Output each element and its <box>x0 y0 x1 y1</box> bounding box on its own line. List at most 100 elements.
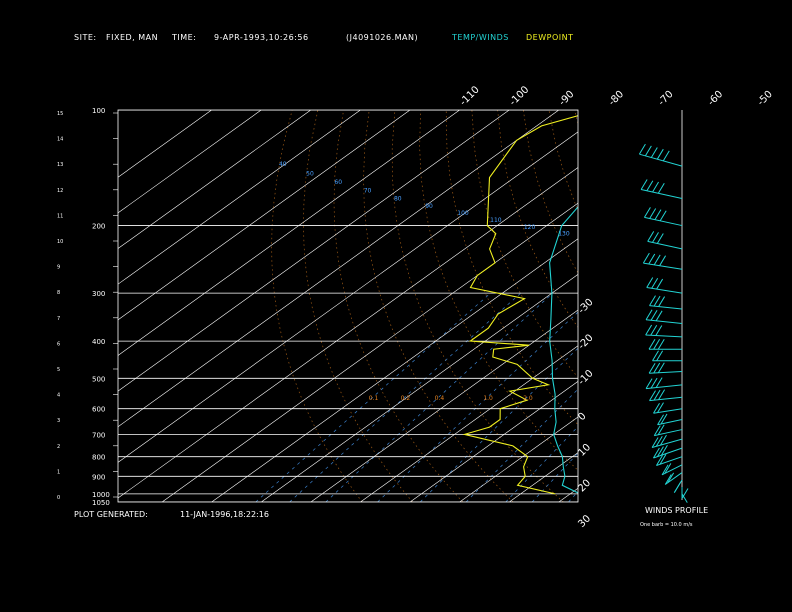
wind-barb-flag <box>647 231 655 242</box>
wind-barb <box>646 319 683 325</box>
wind-barb-flag <box>657 414 664 426</box>
wind-barb-flag <box>650 147 658 158</box>
wind-barb-flag <box>652 350 659 362</box>
wind-barb-flag <box>656 148 664 160</box>
wind-barb-flag <box>643 207 651 218</box>
isotherm-top-label: -110 <box>458 84 482 108</box>
dry-adiabat <box>677 110 792 502</box>
wind-barb-flag <box>657 402 664 413</box>
height-label: 5 <box>57 367 60 373</box>
isotherm <box>409 380 578 502</box>
wind-barb-flag <box>664 474 672 485</box>
wind-barb-flag <box>653 389 661 401</box>
time-label: TIME: <box>172 33 197 42</box>
isotherm-top-label: -50 <box>756 89 775 108</box>
isotherm <box>658 110 792 502</box>
dry-adiabat <box>780 110 792 502</box>
file-id: (J4091026.MAN) <box>346 33 419 42</box>
wind-barb <box>649 371 683 374</box>
dry-adiabat <box>729 110 792 502</box>
dry-adiabat <box>497 110 578 328</box>
height-label: 11 <box>57 213 63 219</box>
height-label: 4 <box>57 393 60 399</box>
dry-adiabat-label: 70 <box>364 187 372 194</box>
wind-barb-flag <box>654 209 662 220</box>
wind-barb-flag <box>645 378 653 389</box>
pressure-label: 1050 <box>92 499 110 507</box>
wind-barb-flag <box>644 145 652 157</box>
dry-adiabat <box>522 110 578 274</box>
height-label: 3 <box>57 418 60 424</box>
isotherm-right-label: 30 <box>576 513 593 530</box>
mixing-ratio-line <box>531 452 578 502</box>
legend-dewpoint: DEWPOINT <box>526 33 574 42</box>
wind-barb-flag <box>653 403 660 414</box>
isotherm <box>118 110 411 321</box>
wind-barb-flag <box>651 278 659 289</box>
plot-area <box>118 110 792 502</box>
wind-barb <box>649 396 683 402</box>
isotherm <box>261 274 578 502</box>
barb-legend: One barb = 10.0 m/s <box>640 522 693 528</box>
wind-barb-flag <box>655 325 663 336</box>
wind-barb <box>646 286 683 294</box>
wind-barb-flag <box>657 424 665 436</box>
dry-adiabat <box>574 110 578 126</box>
isotherm-right-label: 20 <box>576 478 593 495</box>
dry-adiabat <box>471 110 578 378</box>
pressure-label: 100 <box>92 107 105 115</box>
wind-barb-flag <box>642 252 650 264</box>
pressure-label: 800 <box>92 454 105 462</box>
isotherm-top-label: -90 <box>557 89 576 108</box>
mixing-ratio-line <box>586 293 780 502</box>
pressure-label: 400 <box>92 338 105 346</box>
wind-barb-flag <box>661 464 669 476</box>
isotherm-right-label: -10 <box>576 368 595 387</box>
wind-barb <box>645 334 683 338</box>
temperature-line <box>549 206 578 494</box>
legend-temp-winds: TEMP/WINDS <box>452 33 509 42</box>
isotherm-right-label: -20 <box>576 332 595 351</box>
wind-barb <box>651 438 683 448</box>
wind-barb-flag <box>655 436 663 447</box>
wind-barb-flag <box>652 181 659 193</box>
wind-barb-flag <box>645 324 653 336</box>
isotherm-top-label: -80 <box>607 89 626 108</box>
height-label: 12 <box>57 188 63 194</box>
height-label: 6 <box>57 341 60 347</box>
isotherm <box>360 345 578 502</box>
wind-barb-flag <box>653 295 661 307</box>
wind-barb <box>653 408 683 414</box>
pressure-label: 300 <box>92 290 105 298</box>
isotherm <box>161 202 578 502</box>
site-label: SITE: <box>74 33 97 42</box>
wind-barb-flag <box>640 179 648 190</box>
isotherm <box>118 131 578 463</box>
mixing-ratio-line <box>255 292 491 502</box>
dry-adiabat <box>271 110 363 502</box>
mixing-ratio-line <box>289 292 521 502</box>
isotherm <box>118 110 559 428</box>
wind-barb-flag <box>656 446 664 457</box>
isotherm <box>118 110 460 356</box>
plot-generated-label: PLOT GENERATED: <box>74 510 148 519</box>
mixing-ratio-label: 0.2 <box>401 395 411 402</box>
wind-barb-flag <box>657 338 665 350</box>
dry-adiabat-label: 120 <box>524 224 536 231</box>
wind-barb-flag <box>653 254 661 266</box>
wind-barb-flag <box>660 444 668 456</box>
dry-adiabat <box>333 110 464 502</box>
mixing-ratio-line <box>505 426 578 502</box>
wind-barb-flag <box>649 390 656 401</box>
mixing-ratio-label: 0.4 <box>435 395 445 402</box>
wind-barb-flag <box>673 482 681 493</box>
isotherm <box>118 110 510 392</box>
wind-barb-flag <box>656 455 663 466</box>
dry-adiabat-label: 40 <box>279 161 287 168</box>
isotherm-top-label: -100 <box>508 84 532 108</box>
height-label: 9 <box>57 265 60 271</box>
mixing-ratio-label: 2.0 <box>523 395 533 402</box>
winds-profile-label: WINDS PROFILE <box>645 506 709 515</box>
wind-barb-flag <box>653 425 661 436</box>
